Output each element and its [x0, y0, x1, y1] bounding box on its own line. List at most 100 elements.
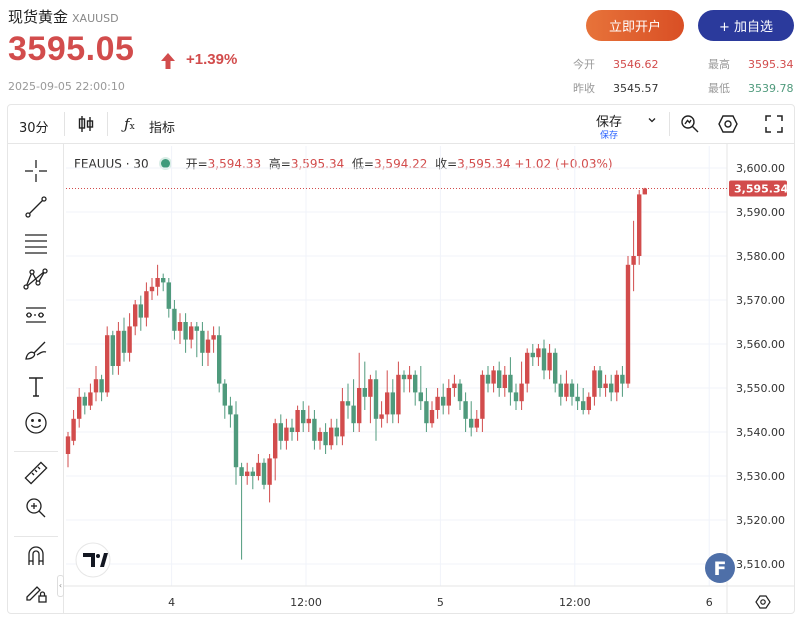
candle-body	[368, 379, 373, 397]
candle-body	[116, 330, 121, 366]
trend-line-icon[interactable]	[22, 193, 50, 221]
tradingview-logo-icon	[96, 554, 100, 558]
pattern-icon[interactable]	[22, 265, 50, 293]
candle-body	[485, 374, 491, 384]
y-tick-label: 3,530.00	[736, 470, 785, 483]
candle-body	[569, 383, 575, 397]
chart-panel	[7, 104, 795, 614]
candle-body	[362, 388, 367, 397]
last-price-label: 3,595.34	[734, 183, 789, 196]
candle-body	[284, 427, 289, 441]
chevron-down-icon[interactable]	[646, 114, 658, 130]
candle-body	[345, 401, 351, 406]
candle-body	[491, 370, 496, 384]
instrument-symbol: XAUUSD	[72, 12, 119, 25]
candle-body	[637, 194, 642, 256]
candle-body	[536, 348, 541, 358]
candle-body	[480, 374, 485, 419]
candle-body	[144, 291, 149, 318]
forecast-icon[interactable]	[22, 301, 50, 329]
brush-icon[interactable]	[22, 337, 50, 365]
candle-body	[121, 330, 127, 353]
x-tick-label: 6	[706, 596, 713, 609]
candle-body	[429, 410, 435, 424]
interval-selector[interactable]: 30分	[19, 121, 49, 136]
candle-body	[620, 374, 625, 384]
stat-high-label: 最高	[708, 58, 730, 71]
magnet-icon[interactable]	[22, 542, 50, 570]
add-watchlist-button[interactable]: + 加自选	[698, 10, 794, 41]
candle-body	[161, 278, 166, 283]
candle-body	[586, 396, 591, 410]
candle-body	[88, 392, 93, 406]
candle-body	[379, 414, 384, 419]
fib-retracement-icon[interactable]	[22, 229, 50, 257]
ruler-icon[interactable]	[22, 459, 50, 487]
candle-body	[127, 326, 132, 353]
candle-body	[329, 427, 334, 446]
zoom-in-icon[interactable]	[22, 494, 50, 522]
candle-body	[306, 418, 311, 424]
y-tick-label: 3,510.00	[736, 558, 785, 571]
stat-open-label: 今开	[573, 58, 595, 71]
y-tick-label: 3,520.00	[736, 514, 785, 527]
candle-body	[547, 352, 552, 371]
candle-body	[502, 374, 507, 388]
y-tick-label: 3,600.00	[736, 162, 785, 175]
candle-body	[631, 256, 636, 265]
toolbar-separator	[669, 112, 670, 136]
last-price-badge	[729, 180, 787, 197]
quick-search-icon[interactable]	[679, 113, 701, 139]
save-button[interactable]: 保存 保存	[596, 111, 622, 141]
collapse-toolbar-handle[interactable]: ‹	[57, 575, 64, 597]
candle-body	[245, 471, 250, 476]
current-price: 3595.05	[8, 30, 135, 68]
candle-body	[267, 458, 272, 485]
candle-body	[278, 423, 283, 441]
candle-body	[77, 396, 82, 419]
candle-body	[575, 396, 580, 402]
tradingview-logo-icon	[83, 553, 95, 567]
candle-body	[553, 352, 558, 384]
candle-body	[239, 467, 244, 476]
candle-body	[530, 352, 535, 358]
drawing-toolbar	[8, 144, 64, 614]
candle-body	[301, 410, 306, 424]
candle-body	[603, 383, 608, 388]
candle-body	[323, 432, 328, 446]
candle-body	[65, 436, 71, 454]
x-tick-label: 12:00	[290, 596, 322, 609]
open-account-button[interactable]: 立即开户	[586, 10, 684, 41]
text-tool-icon[interactable]	[22, 373, 50, 401]
candle-body	[189, 326, 194, 340]
market-status-dot	[160, 159, 170, 168]
tool-divider	[14, 451, 58, 452]
candle-body	[385, 392, 390, 415]
emoji-icon[interactable]	[22, 409, 50, 437]
candle-body	[155, 278, 160, 287]
function-icon: ƒx	[124, 115, 135, 133]
crosshair-icon[interactable]	[22, 157, 50, 185]
x-tick-label: 5	[437, 596, 444, 609]
indicators-button[interactable]: 指标	[149, 121, 176, 136]
candle-type-icon[interactable]	[77, 114, 95, 138]
y-tick-label: 3,550.00	[736, 382, 785, 395]
save-sublabel: 保存	[600, 131, 619, 141]
y-tick-label: 3,580.00	[736, 250, 785, 263]
candle-body	[334, 427, 339, 437]
stat-low-value: 3539.78	[748, 82, 794, 95]
timestamp: 2025-09-05 22:00:10	[8, 80, 125, 93]
fullscreen-icon[interactable]	[764, 114, 784, 138]
candle-body	[183, 322, 188, 340]
candle-body	[82, 396, 87, 406]
candle-body	[463, 401, 468, 419]
candle-body	[93, 379, 99, 393]
candle-body	[497, 370, 502, 388]
settings-icon[interactable]	[717, 113, 739, 139]
lock-drawing-icon[interactable]	[22, 578, 50, 606]
candle-body	[558, 383, 563, 397]
candle-body	[222, 383, 227, 406]
candle-body	[71, 418, 76, 441]
candle-body	[519, 383, 524, 402]
